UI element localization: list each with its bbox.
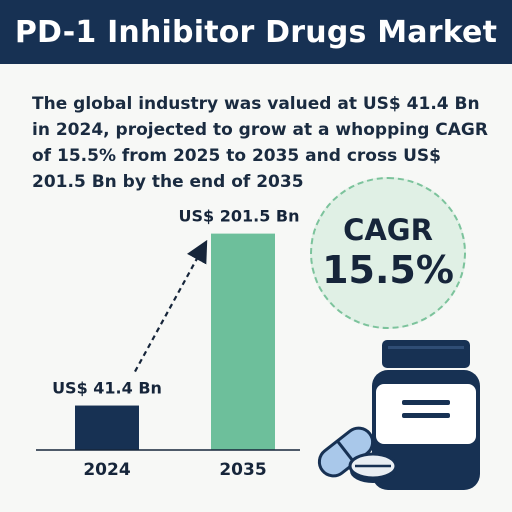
bar-value-label-2024: US$ 41.4 Bn	[52, 379, 162, 398]
page-title: PD-1 Inhibitor Drugs Market	[14, 14, 498, 50]
header-banner: PD-1 Inhibitor Drugs Market	[0, 0, 512, 64]
cagr-badge: CAGR 15.5%	[310, 177, 466, 329]
tablet-icon	[348, 452, 398, 483]
medicine-bottle-icon	[372, 340, 480, 490]
bar-2035	[211, 233, 275, 450]
bar-2024	[75, 405, 139, 450]
cagr-value: 15.5%	[322, 248, 454, 292]
medicine-illustration	[317, 340, 480, 490]
bar-value-label-2035: US$ 201.5 Bn	[179, 207, 300, 226]
market-summary: The global industry was valued at US$ 41…	[32, 94, 488, 192]
cagr-label: CAGR	[343, 213, 433, 247]
trend-arrow-icon	[134, 239, 208, 373]
x-tick-2024: 2024	[83, 460, 130, 480]
x-tick-2035: 2035	[219, 460, 266, 480]
